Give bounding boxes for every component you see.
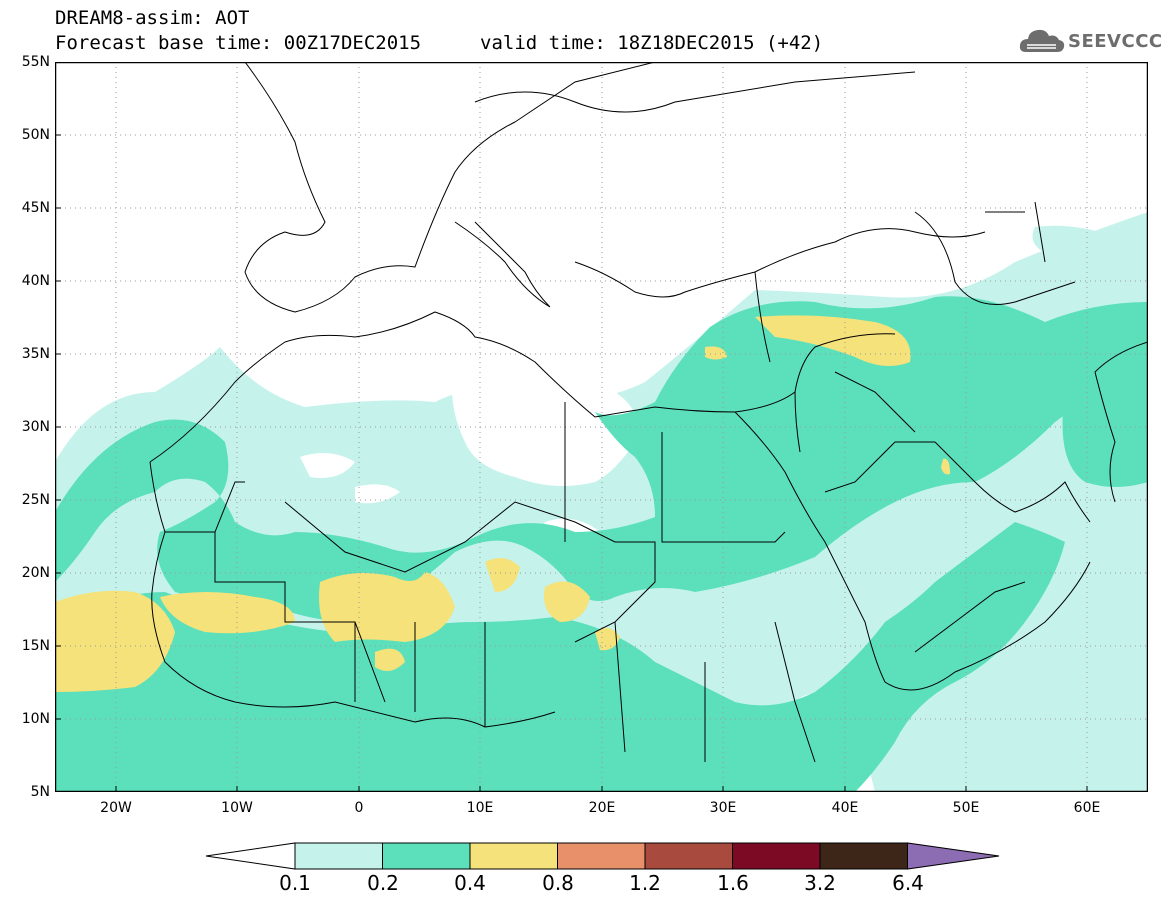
aot-map bbox=[55, 62, 1148, 792]
colorbar-label: 0.8 bbox=[542, 871, 574, 895]
colorbar-label: 6.4 bbox=[892, 871, 924, 895]
colorbar bbox=[205, 842, 1000, 870]
colorbar-lower-arrow bbox=[205, 842, 296, 870]
lat-label: 30N bbox=[21, 419, 50, 435]
lon-label: 40E bbox=[831, 800, 859, 816]
colorbar-upper-arrow bbox=[907, 842, 1000, 870]
logo-text: SEEVCCC bbox=[1068, 31, 1163, 52]
colorbar-cell bbox=[732, 842, 821, 870]
colorbar-label: 0.2 bbox=[367, 871, 399, 895]
lon-label: 60E bbox=[1073, 800, 1101, 816]
colorbar-cell bbox=[294, 842, 383, 870]
lat-label: 25N bbox=[21, 492, 50, 508]
cloud-icon bbox=[1019, 29, 1065, 52]
colorbar-cell bbox=[557, 842, 646, 870]
axis-ticks bbox=[55, 134, 1088, 792]
colorbar-cell bbox=[644, 842, 733, 870]
forecast-base-time: Forecast base time: 00Z17DEC2015 bbox=[55, 32, 422, 54]
lon-label: 20E bbox=[588, 800, 616, 816]
lon-label: 0 bbox=[354, 800, 364, 816]
lat-label: 20N bbox=[21, 565, 50, 581]
colorbar-label: 1.2 bbox=[629, 871, 661, 895]
lon-label: 30E bbox=[709, 800, 737, 816]
colorbar-label: 3.2 bbox=[804, 871, 836, 895]
lon-label: 50E bbox=[952, 800, 980, 816]
lon-label: 10E bbox=[466, 800, 494, 816]
lat-label: 40N bbox=[21, 273, 50, 289]
colorbar-label: 0.1 bbox=[279, 871, 311, 895]
lat-label: 35N bbox=[21, 346, 50, 362]
lon-label: 10W bbox=[221, 800, 253, 816]
map-title: DREAM8-assim: AOT bbox=[55, 7, 250, 29]
lon-label: 20W bbox=[100, 800, 132, 816]
colorbar-cell bbox=[469, 842, 558, 870]
lat-label: 45N bbox=[21, 200, 50, 216]
seevccc-logo: SEEVCCC bbox=[1018, 24, 1162, 58]
lat-label: 10N bbox=[21, 711, 50, 727]
valid-time: valid time: 18Z18DEC2015 (+42) bbox=[480, 32, 824, 54]
coastlines-borders bbox=[149, 62, 1148, 763]
aot-field-0.4 bbox=[55, 315, 950, 692]
colorbar-label: 0.4 bbox=[454, 871, 486, 895]
colorbar-label: 1.6 bbox=[717, 871, 749, 895]
colorbar-cell bbox=[819, 842, 908, 870]
lat-label: 15N bbox=[21, 638, 50, 654]
aot-field-0.2 bbox=[55, 296, 1148, 792]
colorbar-cell bbox=[382, 842, 471, 870]
lat-label: 5N bbox=[30, 784, 50, 800]
graticule bbox=[55, 62, 1148, 792]
lat-label: 55N bbox=[21, 54, 50, 70]
lat-label: 50N bbox=[21, 127, 50, 143]
